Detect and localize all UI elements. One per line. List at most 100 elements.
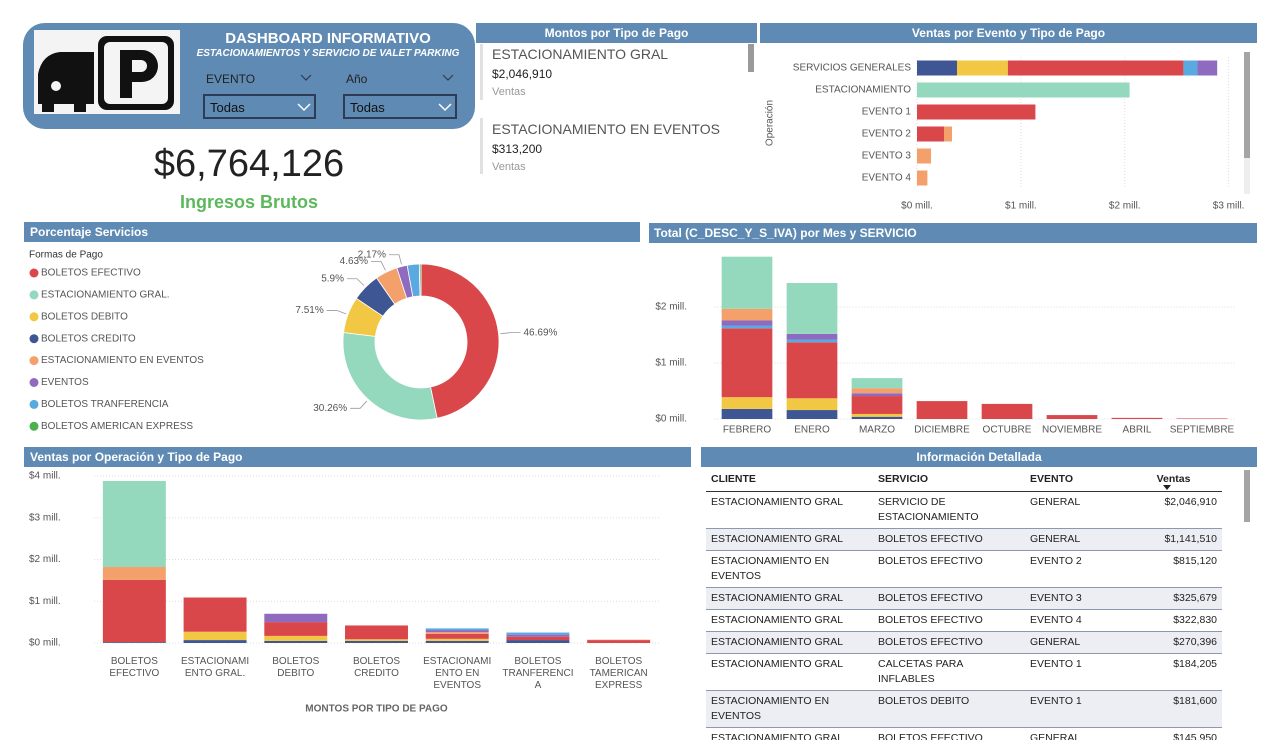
legend-swatch: [29, 268, 39, 278]
table-cell: ESTACIONAMIENTO EN EVENTOS: [706, 690, 873, 728]
table-cell: $815,120: [1125, 550, 1222, 588]
table-row: ESTACIONAMIENTO EN EVENTOS BOLETOS DEBITO…: [706, 690, 1222, 728]
table-cell: $325,679: [1125, 587, 1222, 610]
card-value: $313,200: [492, 142, 543, 156]
bar-segment: [786, 410, 838, 419]
bar-segment: [345, 639, 408, 641]
table-row: ESTACIONAMIENTO GRAL BOLETOS EFECTIVO EVEN…: [706, 609, 1222, 632]
bar-segment: [506, 640, 570, 643]
bar-segment: [1183, 60, 1198, 76]
filter-chevron: [300, 74, 312, 81]
y-tick-label: EVENTO 3: [862, 151, 912, 162]
leader-line: [389, 254, 402, 265]
legend-swatch: [29, 334, 39, 344]
table-cell: GENERAL: [1025, 631, 1125, 654]
dropdown-chevron: [297, 103, 311, 112]
leader-line: [350, 400, 368, 409]
legend-label: BOLETOS DEBITO: [41, 311, 128, 322]
bar-segment: [183, 640, 247, 643]
table-row: ESTACIONAMIENTO GRAL BOLETOS EFECTIVO GENE…: [706, 528, 1222, 551]
scrollbar[interactable]: [1244, 52, 1250, 158]
logo: [34, 30, 180, 114]
bar-segment: [851, 378, 903, 389]
bar-segment: [1111, 417, 1163, 419]
leader-line: [326, 310, 347, 315]
x-axis-label: MONTOS POR TIPO DE PAGO: [305, 704, 448, 715]
y-tick-label: ESTACIONAMIENTO: [815, 85, 911, 96]
table-row: ESTACIONAMIENTO GRAL BOLETOS EFECTIVO EVEN…: [706, 587, 1222, 610]
x-tick-label: NOVIEMBRE: [1042, 425, 1102, 436]
x-tick-label: SEPTIEMBRE: [1170, 425, 1235, 436]
bar-segment: [425, 632, 489, 634]
table-row: ESTACIONAMIENTO GRAL SERVICIO DE ESTACION…: [706, 491, 1222, 529]
bar-segment: [917, 126, 945, 142]
y-tick-label: SERVICIOS GENERALES: [793, 63, 912, 74]
card-value: $2,046,910: [492, 67, 553, 81]
bar-segment: [1046, 415, 1098, 419]
bar-segment: [721, 325, 773, 329]
x-tick-label: BOLETOS CREDITO: [352, 656, 401, 679]
table-cell: $1,141,510: [1125, 528, 1222, 551]
detail-table: CLIENTE SERVICIO EVENTO Ventas ESTACIONAMIEN…: [706, 469, 1222, 740]
filter-dropdown[interactable]: Todas: [203, 94, 316, 119]
table-cell: BOLETOS EFECTIVO: [873, 528, 1025, 551]
bar-segment: [721, 256, 773, 309]
data-label: 30.26%: [313, 403, 347, 414]
bar-segment: [425, 640, 489, 643]
card-name: ESTACIONAMIENTO GRAL: [492, 46, 669, 62]
legend-label: BOLETOS CREDITO: [41, 333, 136, 344]
table-cell: EVENTO 4: [1025, 609, 1125, 632]
filter-chevron: [442, 74, 454, 81]
bar-segment: [786, 339, 838, 343]
x-tick-label: ESTACIONAMIENTO EN EVENTOS: [423, 656, 492, 691]
bar-segment: [851, 388, 903, 394]
card-label: Ventas: [492, 86, 526, 98]
table-cell: SERVICIO DE ESTACIONAMIENTO: [873, 491, 1025, 529]
y-tick-label: $3 mill.: [29, 512, 61, 523]
bar-segment: [851, 413, 903, 417]
table-cell: BOLETOS DEBITO: [873, 690, 1025, 728]
filter-label: Año: [346, 72, 368, 86]
x-tick-label: $3 mill.: [1213, 201, 1245, 212]
x-tick-label: ABRIL: [1123, 425, 1152, 436]
table-cell: EVENTO 3: [1025, 587, 1125, 610]
y-tick-label: EVENTO 4: [862, 173, 912, 184]
table-cell: EVENTO 1: [1025, 690, 1125, 728]
card-accent: [480, 118, 483, 174]
kpi-label: Ingresos Brutos: [179, 192, 319, 212]
x-tick-label: BOLETOS DEBITO: [272, 656, 320, 679]
y-tick-label: $2 mill.: [655, 302, 687, 313]
y-tick-label: $4 mill.: [29, 471, 61, 482]
card-title: Montos por Tipo de Pago: [476, 23, 757, 43]
y-tick-label: EVENTO 2: [862, 129, 912, 140]
bar-segment: [425, 628, 489, 631]
x-tick-label: ENERO: [794, 425, 830, 436]
bar-segment: [786, 342, 838, 399]
scrollbar[interactable]: [748, 44, 754, 72]
bar-segment: [721, 328, 773, 398]
bar-segment: [916, 401, 968, 419]
bar-segment: [1197, 60, 1218, 76]
table-row: ESTACIONAMIENTO GRAL BOLETOS EFECTIVO GENE…: [706, 727, 1222, 740]
x-tick-label: $2 mill.: [1109, 201, 1141, 212]
table-cell: EVENTO 1: [1025, 653, 1125, 691]
detail-table-wrap: CLIENTE SERVICIO EVENTO Ventas ESTACIONAMIEN…: [706, 469, 1222, 740]
y-tick-label: $2 mill.: [29, 554, 61, 565]
table-row: ESTACIONAMIENTO EN EVENTOS BOLETOS EFECTI…: [706, 550, 1222, 588]
sort-indicator: [1163, 485, 1171, 490]
scrollbar[interactable]: [1244, 470, 1250, 522]
bar-segment: [102, 567, 166, 580]
legend-label: ESTACIONAMIENTO GRAL.: [41, 290, 170, 301]
leader-line: [371, 260, 386, 271]
bar-segment: [917, 104, 1036, 120]
y-tick-label: $1 mill.: [29, 596, 61, 607]
x-tick-label: $0 mill.: [901, 201, 933, 212]
filter-dropdown[interactable]: Todas: [343, 94, 457, 119]
filter-label: EVENTO: [206, 72, 256, 86]
data-label: 5.9%: [321, 273, 344, 284]
table-cell: GENERAL: [1025, 528, 1125, 551]
filter-value: Todas: [350, 100, 385, 115]
bar-segment: [851, 396, 903, 414]
legend-label: BOLETOS AMERICAN EXPRESS: [41, 421, 193, 432]
